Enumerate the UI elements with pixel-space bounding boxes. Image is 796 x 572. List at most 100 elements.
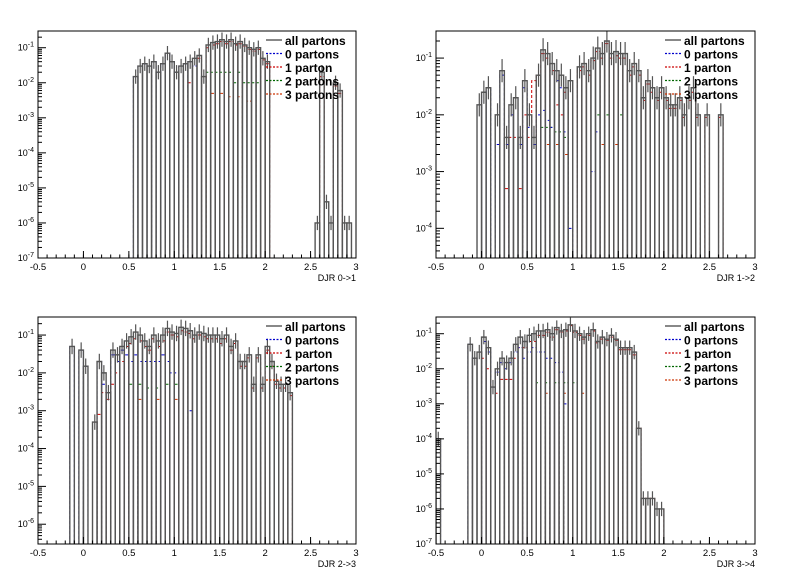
x-tick-label: 1.5 (612, 548, 625, 559)
legend-label-series-all-partons: all partons (285, 34, 346, 48)
series-all-partons (436, 317, 665, 544)
x-tick-label: 3 (353, 548, 358, 559)
series-all-partons (132, 32, 353, 258)
legend-label-series-0-partons: 0 partons (684, 334, 738, 348)
legend-label-series-all-partons: all partons (684, 320, 745, 334)
x-tick-label: 3 (353, 262, 358, 273)
y-tick-label: 10-7 (416, 538, 432, 549)
x-tick-label: 0 (479, 548, 484, 559)
y-tick-label: 10-1 (416, 52, 432, 63)
x-tick-label: 0.5 (122, 262, 135, 273)
x-tick-label: 3 (752, 548, 757, 559)
y-tick-label: 10-3 (18, 405, 34, 416)
x-tick-label: -0.5 (428, 548, 444, 559)
plot-frame (435, 316, 756, 545)
histogram-bin (101, 383, 107, 544)
y-tick-label: 10-3 (416, 398, 432, 409)
x-tick-label: 1 (172, 262, 177, 273)
x-tick-label: 0 (81, 262, 86, 273)
histogram-bin (164, 383, 171, 544)
x-tick-label: 2 (262, 548, 267, 559)
legend-label-series-3-partons: 3 partons (285, 374, 339, 388)
x-tick-label: 0 (81, 548, 86, 559)
x-tick-label: 2.5 (703, 262, 716, 273)
x-tick-label: 0.5 (521, 548, 534, 559)
y-tick-label: 10-2 (18, 77, 34, 88)
x-tick-label: 2.5 (304, 262, 317, 273)
x-axis-label: DJR 2->3 (318, 559, 356, 569)
histogram-bin (132, 354, 139, 544)
legend-label-series-3-partons: 3 partons (684, 88, 738, 102)
x-tick-label: -0.5 (428, 262, 444, 273)
histogram-bin (96, 413, 103, 544)
y-tick-label: 10-4 (416, 222, 432, 233)
histogram-bin (123, 354, 130, 544)
series-2-partons (128, 383, 180, 544)
y-tick-label: 10-1 (416, 328, 432, 339)
x-tick-label: 1 (570, 262, 575, 273)
legend-label-series-3-partons: 3 partons (285, 88, 339, 102)
x-tick-label: 2.5 (703, 548, 716, 559)
x-tick-label: 0.5 (122, 548, 135, 559)
plot-area (476, 31, 724, 258)
series-all-partons (69, 319, 294, 544)
x-tick-label: 0.5 (521, 262, 534, 273)
histogram-bin (517, 188, 524, 258)
x-axis-label: DJR 0->1 (318, 273, 356, 283)
y-tick-label: 10-2 (416, 109, 432, 120)
histogram-bin (160, 354, 166, 544)
x-tick-label: 1 (570, 548, 575, 559)
histogram-bin (110, 383, 116, 544)
y-tick-label: 10-5 (18, 182, 34, 193)
x-tick-label: -0.5 (30, 548, 46, 559)
y-tick-label: 10-6 (18, 518, 34, 529)
x-tick-label: -0.5 (30, 262, 46, 273)
histogram-bin (567, 227, 574, 258)
legend-label-series-0-partons: 0 partons (285, 334, 339, 348)
legend-label-series-2-partons: 2 partons (285, 75, 339, 89)
legend-label-series-all-partons: all partons (285, 320, 346, 334)
y-tick-label: 10-3 (18, 112, 34, 123)
histogram-bin (137, 383, 143, 544)
legend-label-series-1-parton: 1 parton (684, 61, 731, 75)
x-tick-label: 1.5 (612, 262, 625, 273)
y-tick-label: 10-3 (416, 166, 432, 177)
x-tick-label: 2 (661, 548, 666, 559)
x-tick-label: 2 (262, 262, 267, 273)
series-all-partons (476, 31, 724, 258)
x-tick-label: 1 (172, 548, 177, 559)
x-tick-label: 2.5 (304, 548, 317, 559)
legend-label-series-1-parton: 1 parton (285, 61, 332, 75)
y-tick-label: 10-2 (18, 367, 34, 378)
y-tick-label: 10-4 (416, 433, 432, 444)
legend-label-series-1-parton: 1 parton (684, 347, 731, 361)
histogram-bin (128, 383, 134, 544)
legend-label-series-2-partons: 2 partons (285, 361, 339, 375)
legend-label-series-2-partons: 2 partons (684, 361, 738, 375)
legend-label-series-0-partons: 0 partons (684, 48, 738, 62)
plot-frame (37, 30, 357, 259)
legend-label-series-all-partons: all partons (684, 34, 745, 48)
plot-area (69, 319, 294, 544)
y-tick-label: 10-4 (18, 147, 34, 158)
y-tick-label: 10-1 (18, 329, 34, 340)
x-tick-label: 2 (661, 262, 666, 273)
legend-label-series-2-partons: 2 partons (684, 75, 738, 89)
y-tick-label: 10-5 (18, 480, 34, 491)
histogram-bin (173, 383, 180, 544)
y-tick-label: 10-2 (416, 363, 432, 374)
x-tick-label: 1.5 (213, 548, 226, 559)
x-axis-label: DJR 1->2 (717, 273, 755, 283)
y-tick-label: 10-4 (18, 443, 34, 454)
histogram-bin (503, 188, 510, 258)
